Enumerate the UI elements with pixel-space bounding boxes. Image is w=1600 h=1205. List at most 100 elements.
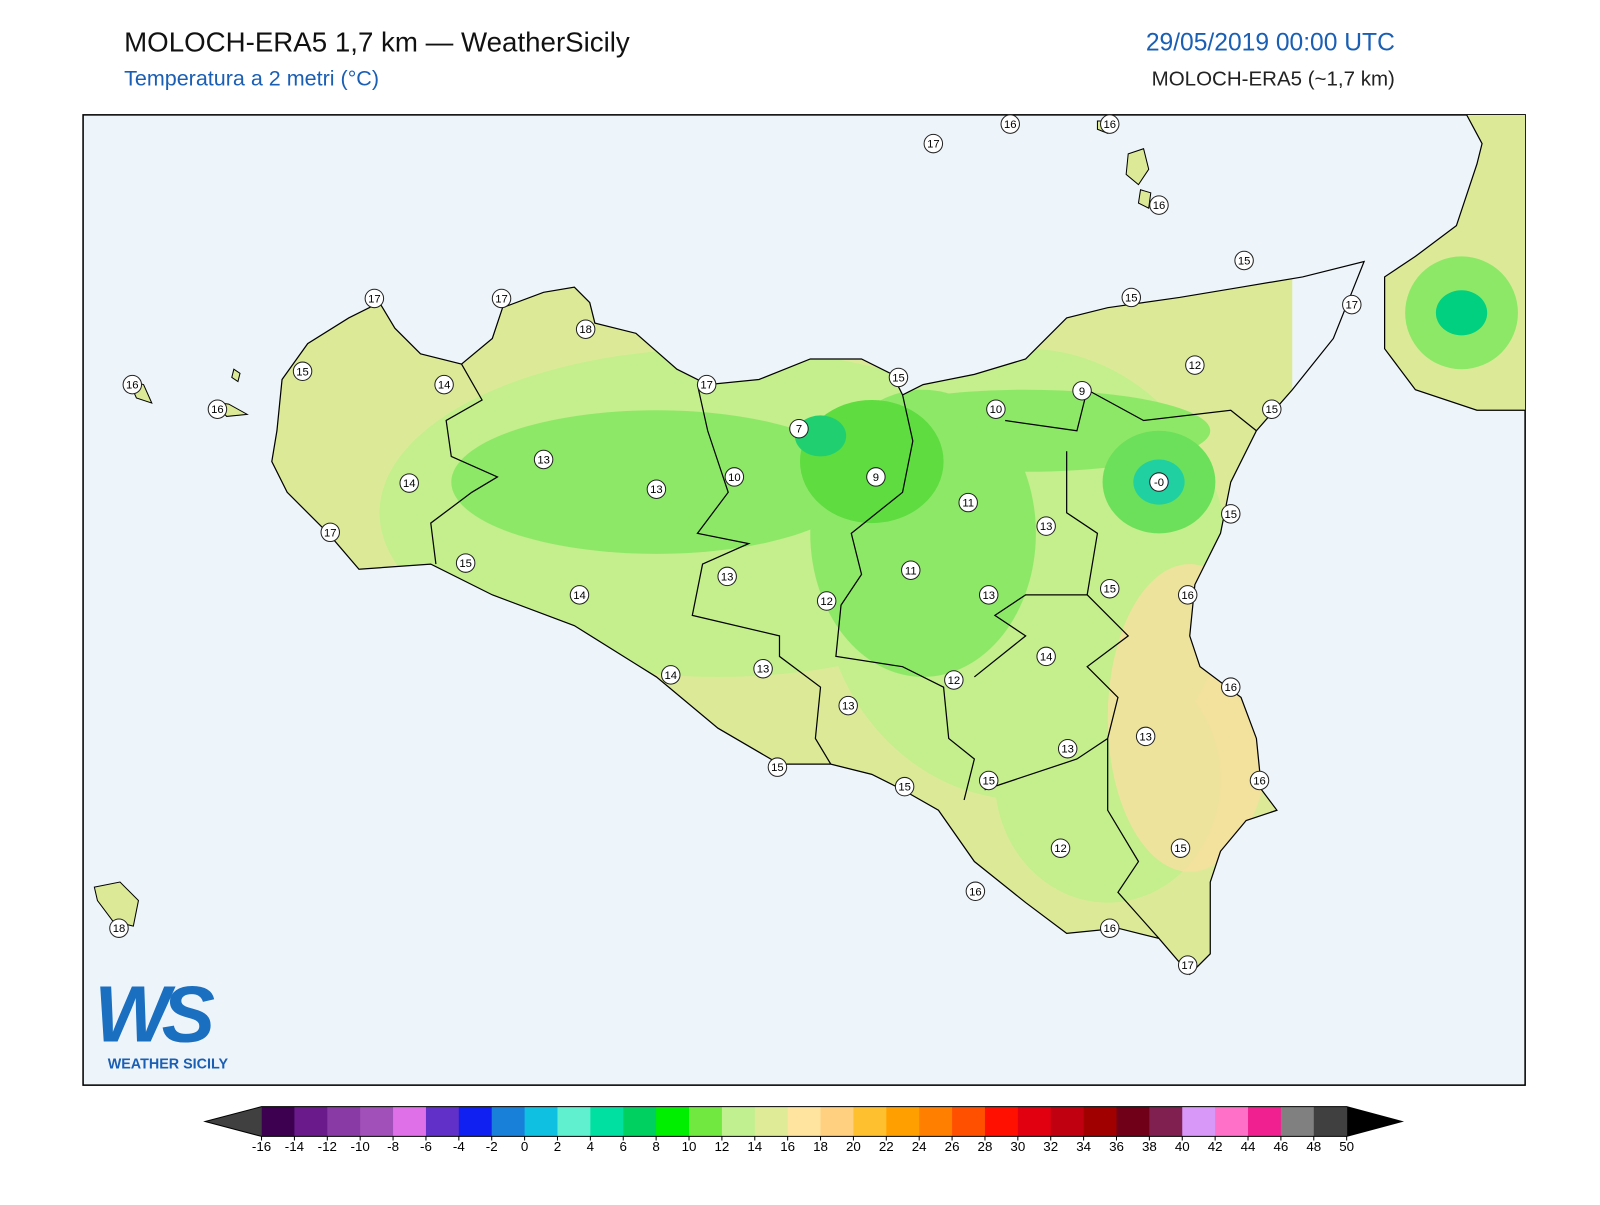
colorbar-swatch bbox=[1017, 1106, 1052, 1137]
colorbar-swatch bbox=[1182, 1106, 1216, 1137]
station-value: 17 bbox=[1346, 300, 1359, 312]
station-value: 13 bbox=[537, 454, 550, 466]
station-marker bbox=[455, 553, 476, 573]
station-marker bbox=[696, 374, 717, 395]
colorbar-swatch bbox=[1149, 1106, 1183, 1137]
colorbar-swatch bbox=[557, 1106, 591, 1137]
colorbar-swatch bbox=[754, 1106, 789, 1137]
station-value: 15 bbox=[771, 762, 784, 774]
station-marker bbox=[923, 133, 944, 154]
station-marker bbox=[958, 492, 978, 513]
station-marker bbox=[1099, 578, 1120, 599]
station-value: 15 bbox=[892, 372, 905, 384]
colorbar-tick-label: 28 bbox=[978, 1139, 993, 1154]
colorbar-swatch bbox=[952, 1106, 986, 1137]
station-marker bbox=[575, 319, 596, 339]
station-marker bbox=[1262, 399, 1282, 419]
station-marker bbox=[816, 591, 837, 611]
colorbar-swatch bbox=[458, 1106, 493, 1137]
colorbar-tick-label: 32 bbox=[1043, 1139, 1058, 1154]
station-marker bbox=[1099, 114, 1120, 134]
station-value: 12 bbox=[1189, 360, 1202, 372]
colorbar-tick-label: 50 bbox=[1339, 1139, 1354, 1154]
colorbar-tick-label: -8 bbox=[387, 1139, 399, 1154]
colorbar-swatch bbox=[623, 1106, 657, 1137]
station-value: 14 bbox=[438, 380, 451, 392]
station-value: 14 bbox=[573, 590, 586, 602]
station-marker bbox=[320, 522, 340, 543]
colorbar-swatch bbox=[1280, 1106, 1315, 1137]
station-marker bbox=[888, 367, 909, 388]
station-value: 16 bbox=[1253, 776, 1266, 788]
colorbar-tick-label: 42 bbox=[1208, 1139, 1223, 1154]
station-value: 13 bbox=[1061, 744, 1074, 756]
station-value: 9 bbox=[1079, 386, 1085, 398]
station-value: 16 bbox=[1103, 923, 1116, 935]
station-marker bbox=[1149, 195, 1169, 215]
colorbar-swatch bbox=[1116, 1106, 1150, 1137]
station-marker bbox=[978, 770, 999, 791]
colorbar-tick-label: 22 bbox=[879, 1139, 894, 1154]
colorbar-swatch bbox=[820, 1106, 854, 1137]
station-marker bbox=[767, 757, 788, 777]
station-marker bbox=[364, 288, 385, 309]
station-value: 11 bbox=[962, 498, 974, 510]
station-marker bbox=[944, 670, 964, 690]
station-value: 15 bbox=[898, 782, 911, 794]
colorbar-tick-label: -12 bbox=[318, 1139, 337, 1154]
station-marker bbox=[1000, 114, 1020, 134]
colorbar-tick-label: 16 bbox=[780, 1139, 795, 1154]
station-marker bbox=[753, 658, 773, 679]
station-value: 15 bbox=[459, 558, 472, 570]
colorbar-under bbox=[205, 1106, 262, 1137]
station-value: 15 bbox=[1174, 843, 1187, 855]
station-marker bbox=[1099, 918, 1120, 938]
station-value: 17 bbox=[927, 139, 940, 151]
station-marker bbox=[1149, 472, 1169, 492]
station-value: 15 bbox=[1103, 584, 1116, 596]
station-value: 16 bbox=[969, 886, 982, 898]
station-marker bbox=[292, 361, 313, 382]
colorbar-tick-label: 4 bbox=[587, 1139, 595, 1154]
colorbar-tick-label: 2 bbox=[554, 1139, 561, 1154]
colorbar-tick-label: 30 bbox=[1010, 1139, 1025, 1154]
colorbar-swatch bbox=[1248, 1106, 1282, 1137]
station-value: 13 bbox=[982, 590, 995, 602]
station-marker bbox=[894, 776, 915, 797]
colorbar-tick-label: 46 bbox=[1273, 1139, 1288, 1154]
colorbar-tick-label: 40 bbox=[1175, 1139, 1190, 1154]
station-marker bbox=[1221, 504, 1241, 524]
colorbar-tick-label: 48 bbox=[1306, 1139, 1321, 1154]
colorbar-tick-label: 44 bbox=[1241, 1139, 1256, 1154]
station-value: 15 bbox=[296, 366, 309, 378]
station-marker bbox=[1177, 585, 1198, 605]
station-marker bbox=[789, 418, 809, 439]
colorbar-tick-label: 20 bbox=[846, 1139, 861, 1154]
colorbar-swatch bbox=[590, 1106, 624, 1137]
colorbar-swatch bbox=[524, 1106, 558, 1137]
colorbar-swatch bbox=[393, 1106, 427, 1137]
station-marker bbox=[978, 585, 999, 605]
colorbar-swatch bbox=[491, 1106, 526, 1137]
station-marker bbox=[434, 374, 454, 395]
station-marker bbox=[1135, 726, 1156, 747]
station-labels: 16 16 17 16 15 15 17 17 17 18 16 15 14 16 17 15 12 9 10 15 7… bbox=[109, 114, 1362, 975]
station-value: 15 bbox=[1125, 292, 1138, 304]
station-value: 10 bbox=[728, 472, 741, 484]
logo-text: WEATHER SICILY bbox=[108, 1056, 229, 1072]
station-marker bbox=[1177, 955, 1198, 975]
station-value: 17 bbox=[1181, 960, 1194, 972]
colorbar-swatch bbox=[787, 1106, 822, 1137]
colorbar-tick-label: 26 bbox=[945, 1139, 960, 1154]
station-value: 16 bbox=[211, 404, 224, 416]
colorbar-tick-label: 8 bbox=[652, 1139, 659, 1154]
logo: WS WEATHER SICILY bbox=[94, 970, 228, 1073]
station-value: 14 bbox=[403, 478, 416, 490]
station-marker bbox=[122, 374, 143, 395]
colorbar-tick-label: -14 bbox=[285, 1139, 305, 1154]
station-value: 16 bbox=[1153, 200, 1166, 212]
colorbar-swatch bbox=[984, 1106, 1019, 1137]
station-marker bbox=[1036, 516, 1056, 536]
station-marker bbox=[1185, 355, 1205, 375]
station-value: 17 bbox=[700, 380, 713, 392]
